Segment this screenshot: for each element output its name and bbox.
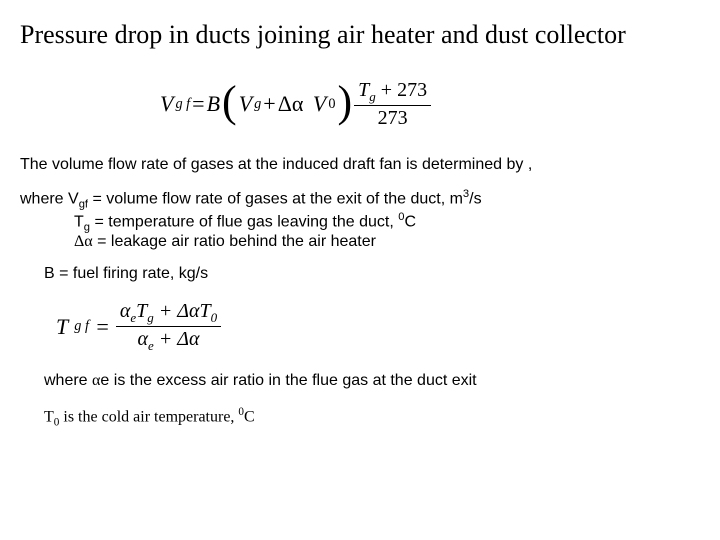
eq1-Vg-V: V bbox=[239, 91, 252, 117]
def-dalpha: Δα = leakage air ratio behind the air he… bbox=[20, 233, 700, 251]
eq1-V0-sup: 0 bbox=[328, 96, 335, 113]
def-vgf-sub: gf bbox=[79, 199, 88, 211]
def-tg-b: = temperature of flue gas leaving the du… bbox=[90, 213, 398, 230]
eq2-den-plus: + bbox=[154, 328, 178, 350]
eq1-Vg-sub: g bbox=[254, 96, 261, 113]
eq1-equals: = bbox=[192, 91, 204, 117]
where-alpha-e: where αe is the excess air ratio in the … bbox=[44, 372, 700, 390]
where2-b: e is the excess air ratio in the flue ga… bbox=[100, 372, 476, 389]
eq1-fraction: Tg + 273 273 bbox=[354, 78, 431, 130]
eq2-den-alpha: α bbox=[137, 328, 148, 350]
def-T0: T0 is the cold air temperature, 0C bbox=[44, 406, 700, 429]
intro-line: The volume flow rate of gases at the ind… bbox=[20, 156, 700, 174]
eq1-V0-V: V bbox=[313, 91, 326, 117]
equation-1: Vg f = B ( Vg + Δα V0 ) Tg + 273 273 bbox=[160, 78, 700, 130]
def-B: B = fuel firing rate, kg/s bbox=[44, 265, 700, 283]
eq2-num-alpha: α bbox=[120, 300, 131, 322]
eq2-fraction: αeTg + ΔαT0 αe + Δα bbox=[116, 299, 221, 354]
eq2-lhs-T: T bbox=[56, 314, 68, 340]
eq2-num-T0-sub: 0 bbox=[211, 310, 218, 325]
eq1-num-T: T bbox=[358, 79, 369, 101]
eq2-num-plus: + bbox=[154, 300, 178, 322]
eq2-num-dalpha: Δα bbox=[177, 300, 199, 322]
eq1-lhs-sub: g f bbox=[175, 96, 190, 113]
def-vgf-a: where V bbox=[20, 190, 79, 207]
eq2-den-dalpha: Δα bbox=[177, 328, 199, 350]
equation-2: Tg f = αeTg + ΔαT0 αe + Δα bbox=[56, 299, 700, 354]
def-vgf: where Vgf = volume flow rate of gases at… bbox=[20, 188, 700, 211]
eq1-plus1: + bbox=[263, 91, 275, 117]
def-tg: Tg = temperature of flue gas leaving the… bbox=[20, 211, 700, 234]
eq1-den: 273 bbox=[374, 106, 412, 130]
def-tg-a: T bbox=[74, 213, 84, 230]
eq2-lhs-sub: g f bbox=[74, 318, 89, 335]
def-vgf-b: = volume flow rate of gases at the exit … bbox=[88, 190, 463, 207]
t0-a: T bbox=[44, 408, 54, 425]
slide-page: Pressure drop in ducts joining air heate… bbox=[0, 0, 720, 455]
t0-c: C bbox=[244, 408, 255, 425]
def-dalpha-sym: Δα bbox=[74, 233, 93, 250]
eq1-B: B bbox=[207, 91, 220, 117]
eq1-dalpha: Δα bbox=[278, 91, 304, 117]
definitions-block: where Vgf = volume flow rate of gases at… bbox=[20, 188, 700, 251]
t0-b: is the cold air temperature, bbox=[59, 408, 238, 425]
def-dalpha-text: = leakage air ratio behind the air heate… bbox=[93, 233, 376, 250]
where2-a: where bbox=[44, 372, 92, 389]
def-tg-c: C bbox=[404, 213, 416, 230]
eq2-num-T: T bbox=[136, 300, 147, 322]
def-vgf-c: /s bbox=[469, 190, 481, 207]
eq1-lhs-V: V bbox=[160, 91, 173, 117]
page-title: Pressure drop in ducts joining air heate… bbox=[20, 20, 700, 50]
eq2-num-T0: T bbox=[199, 300, 210, 322]
eq1-num-plus273: + 273 bbox=[376, 79, 427, 101]
eq2-equals: = bbox=[95, 314, 110, 340]
